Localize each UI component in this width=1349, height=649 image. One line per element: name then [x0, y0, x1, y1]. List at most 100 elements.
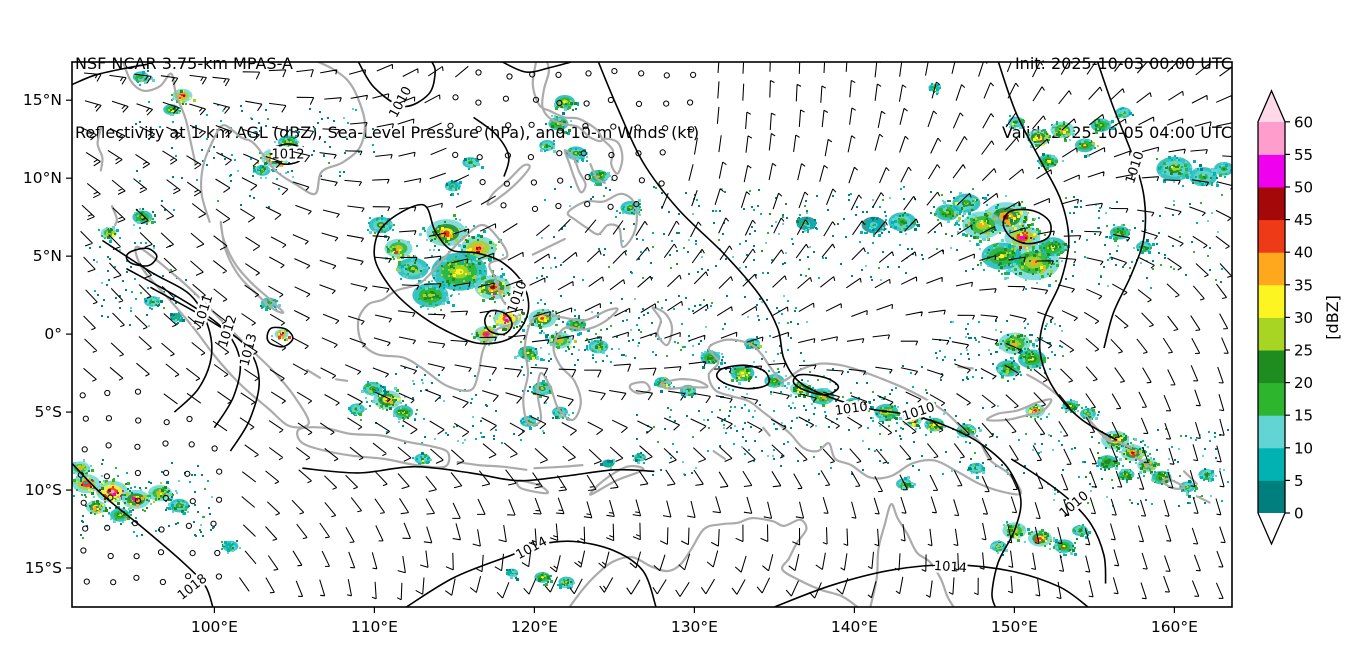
- coastline: [533, 464, 584, 470]
- pressure-contour: [715, 364, 770, 390]
- calm-wind-circle: [503, 180, 510, 187]
- calm-wind-circle: [79, 392, 86, 399]
- coastline: [1026, 373, 1067, 404]
- colorbar-tick-label: 45: [1294, 211, 1313, 229]
- calm-wind-circle: [82, 415, 89, 422]
- colorbar-layer: 0 5 10 15 20 25 30 35 40 45 50 55 60 [dBZ]: [1257, 89, 1342, 546]
- colorbar-segment: [1258, 154, 1285, 188]
- colorbar-tick-label: 25: [1294, 342, 1313, 360]
- pressure-contour: [792, 373, 840, 396]
- colorbar-tick-label: 10: [1294, 439, 1313, 457]
- calm-wind-circle: [475, 126, 482, 133]
- calm-wind-circle: [532, 96, 540, 103]
- colorbar-segment: [1258, 447, 1285, 481]
- reflectivity-cell-max: [1014, 120, 1018, 124]
- coastline: [985, 398, 1053, 422]
- calm-wind-circle: [529, 71, 536, 78]
- calm-wind-circle: [447, 122, 454, 129]
- pressure-contour: [125, 247, 158, 267]
- coastline: [659, 378, 709, 390]
- coastline: [110, 205, 118, 227]
- calm-wind-circle: [132, 520, 139, 527]
- reflectivity-cell-max: [1062, 544, 1066, 548]
- coastline: [762, 426, 771, 437]
- colorbar-segment: [1258, 480, 1285, 514]
- coastline: [869, 503, 955, 607]
- axes-layer: 100°E 110°E 120°E 130°E 140°E 150°E 160°E 15°N 1…: [23, 91, 1198, 636]
- colorbar-segment: [1258, 121, 1285, 155]
- calm-wind-circle: [185, 522, 192, 530]
- pressure-contour: [302, 465, 655, 482]
- calm-wind-circle: [211, 445, 218, 452]
- calm-wind-circle: [163, 419, 170, 426]
- pressure-contour-label: 1010: [1123, 150, 1147, 186]
- pressure-contour: [405, 540, 657, 607]
- calm-wind-circle: [611, 174, 618, 181]
- calm-wind-circle: [688, 126, 695, 133]
- coastline: [588, 464, 645, 496]
- coastline: [122, 62, 197, 164]
- coastline: [707, 338, 1022, 496]
- colorbar-tick-label: 15: [1294, 407, 1313, 425]
- calm-wind-circle: [189, 550, 196, 557]
- calm-wind-circle: [158, 526, 165, 533]
- colorbar-tick-label: 50: [1294, 179, 1313, 197]
- calm-wind-circle: [103, 473, 111, 480]
- calm-wind-circle: [502, 95, 509, 102]
- coastline: [1182, 470, 1198, 485]
- reflectivity-cell-max: [140, 215, 144, 219]
- x-tick-label: 160°E: [1151, 618, 1198, 636]
- calm-wind-circle: [662, 125, 669, 132]
- pressure-contour: [1002, 208, 1052, 245]
- pressure-contour: [473, 116, 510, 177]
- pressure-contour: [1096, 62, 1147, 349]
- calm-wind-circle: [80, 499, 87, 506]
- reflectivity-speckle-layer: [72, 70, 1232, 589]
- calm-wind-circle: [188, 441, 195, 448]
- coastline: [531, 237, 566, 256]
- x-tick-label: 140°E: [831, 618, 878, 636]
- pressure-contour: [483, 309, 513, 336]
- pressure-contour-label: 1010: [834, 399, 869, 418]
- colorbar-segment: [1258, 317, 1285, 351]
- calm-wind-circle: [185, 573, 192, 580]
- coastline: [651, 306, 674, 347]
- calm-wind-circle: [506, 73, 513, 80]
- calm-wind-circle: [580, 150, 587, 157]
- calm-wind-circle: [634, 124, 642, 131]
- coastline: [199, 62, 366, 223]
- reflectivity-cell-max: [410, 266, 416, 271]
- coastline: [531, 62, 603, 143]
- calm-wind-circle: [83, 578, 90, 585]
- pressure-contour: [72, 63, 148, 86]
- coastline: [563, 148, 587, 194]
- y-tick-label: 5°N: [33, 247, 62, 265]
- coastline: [96, 127, 104, 172]
- calm-wind-circle: [133, 574, 140, 581]
- pressure-contour-label: 1014: [514, 534, 550, 563]
- calm-wind-circle: [610, 123, 617, 130]
- reflectivity-speckles: [80, 91, 1152, 544]
- coastline: [712, 450, 726, 460]
- coastline: [589, 163, 606, 184]
- pressure-contour-label: 1013: [237, 332, 260, 368]
- colorbar-tick-label: 40: [1294, 244, 1313, 262]
- calm-wind-circle: [107, 552, 114, 560]
- reflectivity-speckles: [72, 90, 1232, 587]
- pressure-contour-label: 1018: [175, 571, 210, 603]
- reflectivity-cell-max: [526, 351, 530, 355]
- coastline: [628, 381, 651, 395]
- calm-wind-circle: [584, 174, 591, 181]
- colorbar-segment: [1258, 382, 1285, 416]
- calm-wind-circle: [134, 443, 141, 450]
- pressure-contour: [1010, 458, 1107, 584]
- pressure-contour: [597, 62, 1022, 607]
- calm-wind-circle: [633, 201, 640, 208]
- calm-wind-circle: [663, 100, 670, 107]
- reflectivity-cell-max: [427, 293, 434, 298]
- calm-wind-circle: [210, 520, 217, 527]
- calm-wind-circle: [110, 579, 117, 586]
- calm-wind-circle: [135, 417, 142, 424]
- coastline: [456, 460, 528, 471]
